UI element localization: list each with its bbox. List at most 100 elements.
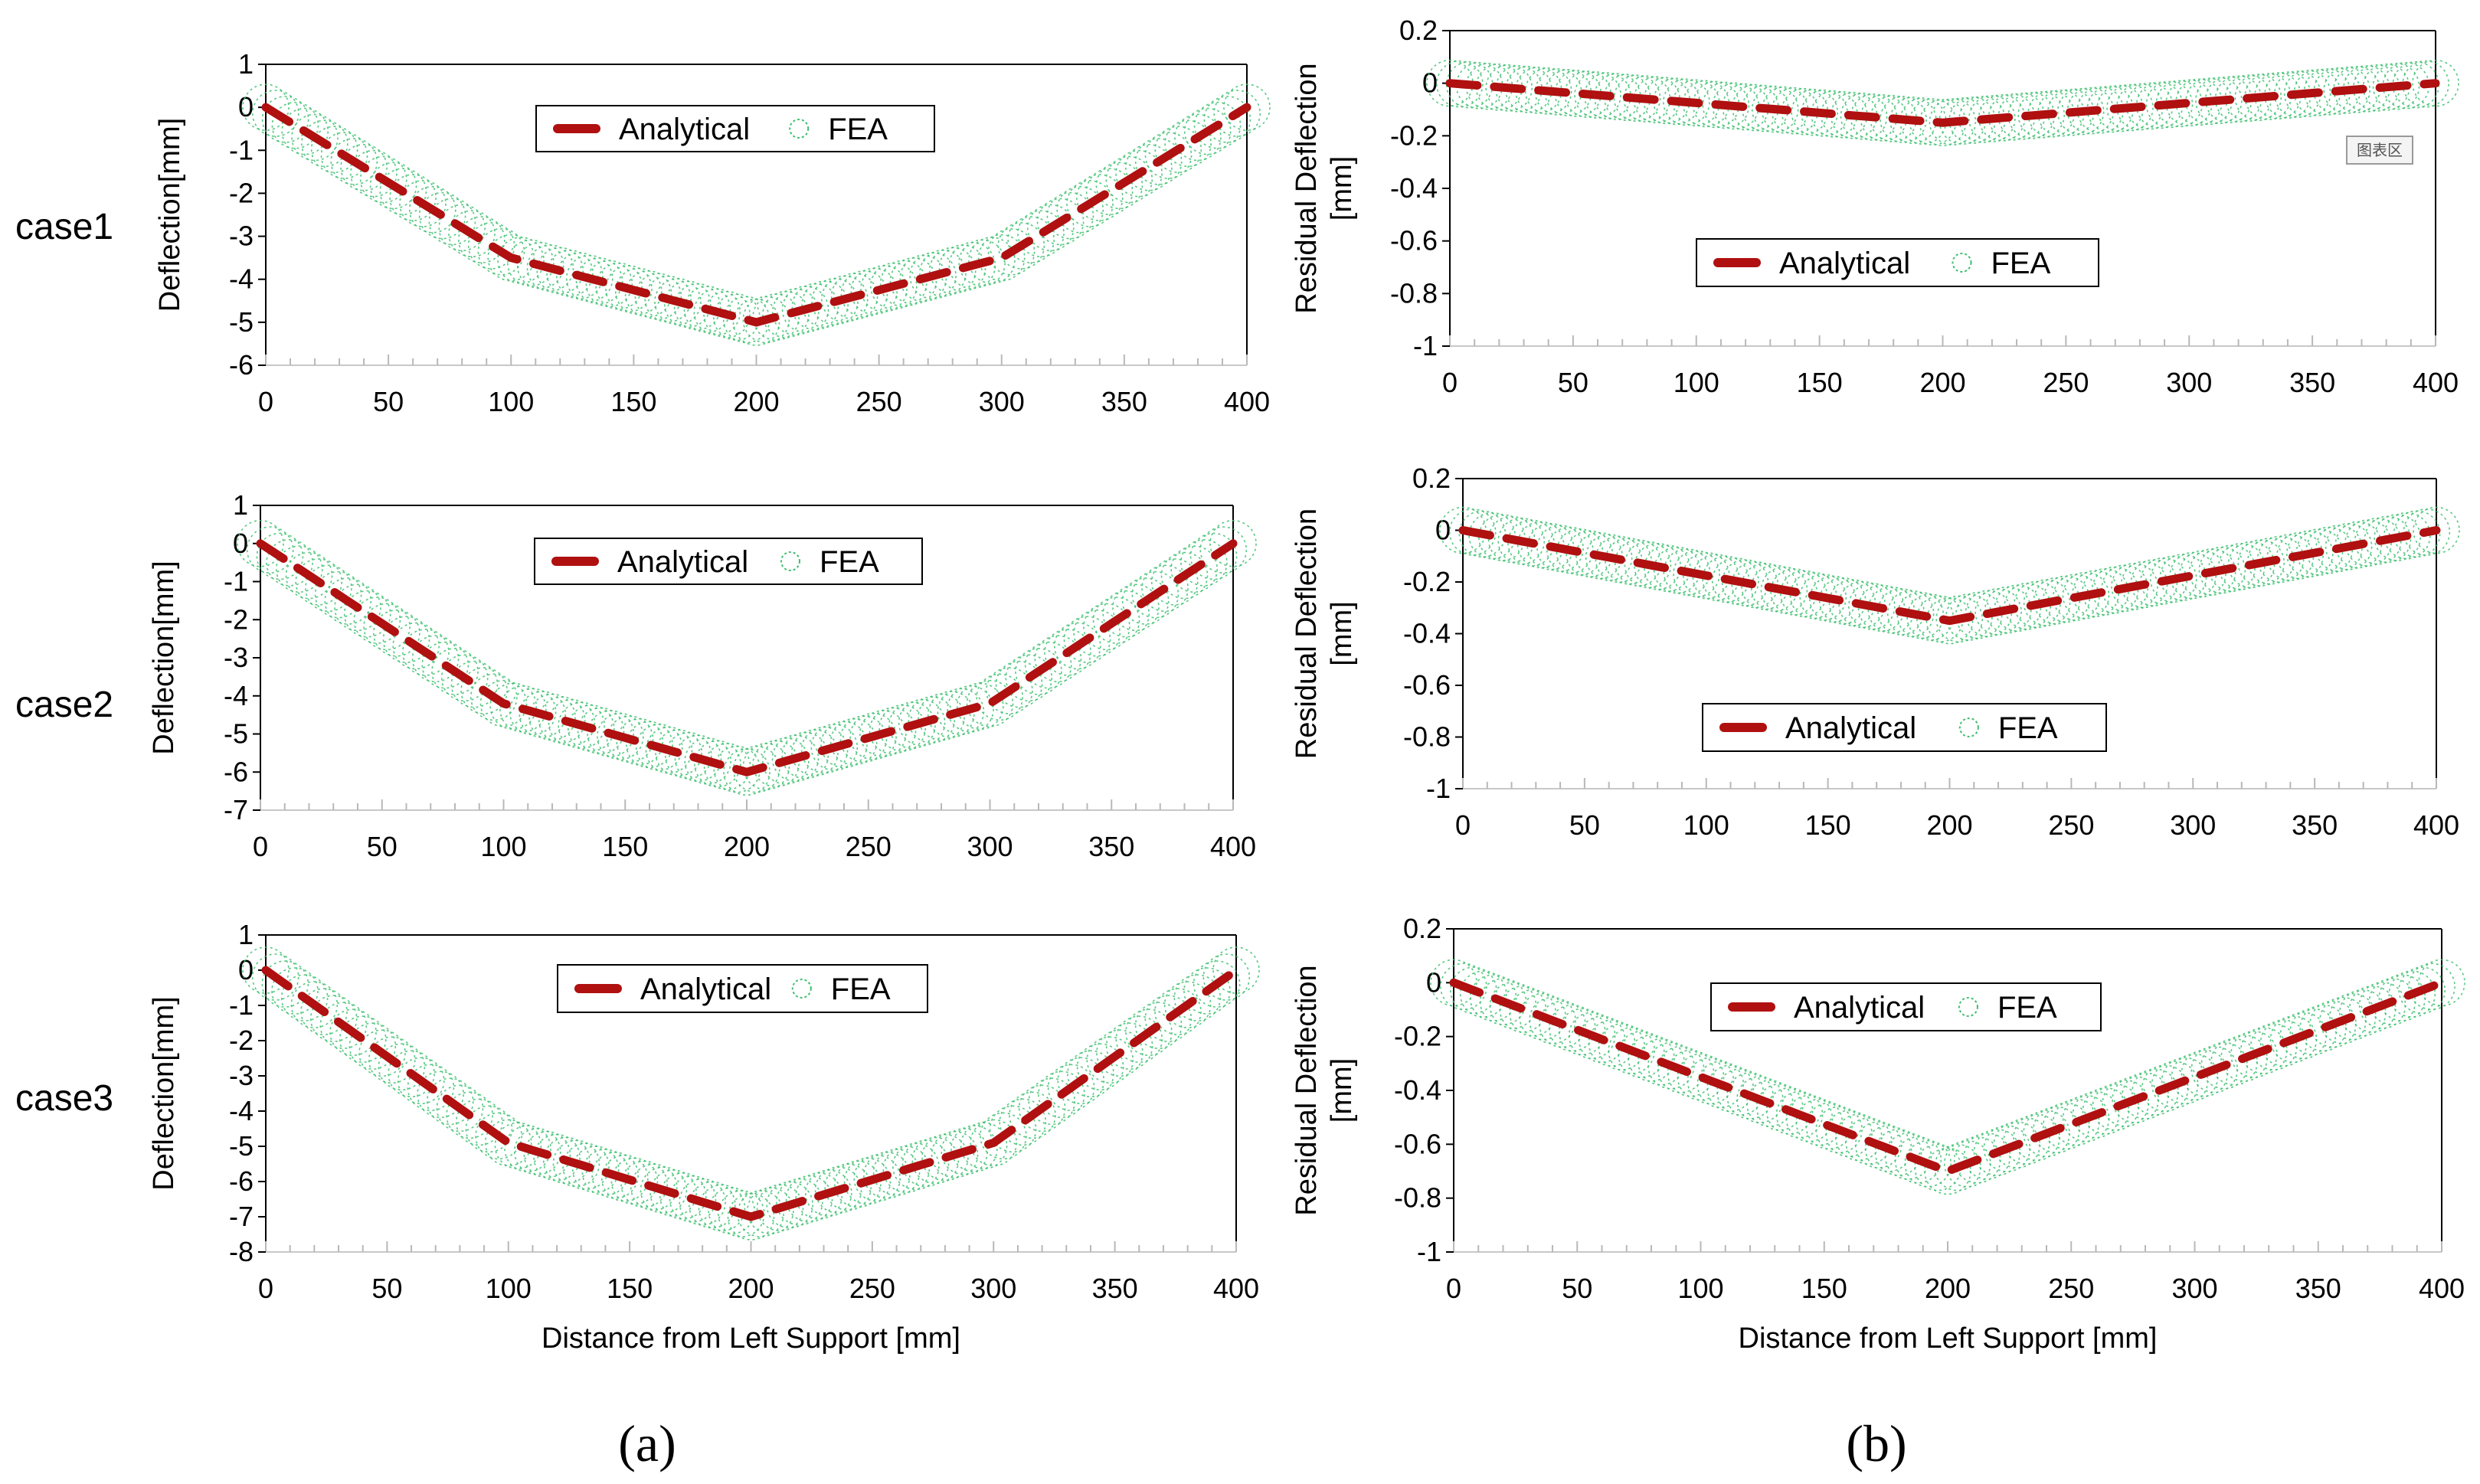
fea-point — [402, 629, 450, 676]
fea-point — [1588, 1019, 1636, 1067]
legend-analytical-label: Analytical — [640, 972, 771, 1006]
fea-point — [645, 726, 693, 774]
fea-point — [986, 667, 1033, 714]
fea-point — [526, 244, 574, 292]
fea-point — [1183, 107, 1232, 155]
fea-point — [1864, 1125, 1912, 1172]
x-tick-label: 150 — [1797, 367, 1843, 398]
legend-analytical-label: Analytical — [1779, 247, 1910, 280]
fea-point — [348, 1022, 397, 1070]
x-tick-label: 150 — [602, 831, 648, 862]
y-tick-label: -6 — [229, 349, 254, 381]
fea-point — [950, 1125, 998, 1172]
fea-point — [329, 1008, 377, 1056]
fea-point — [275, 545, 323, 593]
fea-point — [571, 1146, 620, 1193]
fea-point — [1105, 155, 1153, 204]
fea-point — [1027, 204, 1075, 252]
fea-point — [266, 539, 313, 587]
fea-point — [616, 718, 664, 766]
y-tick-label: 0 — [238, 91, 254, 123]
fea-point — [921, 1133, 969, 1182]
legend-fea-swatch — [1952, 253, 1972, 273]
fea-point — [1613, 74, 1661, 123]
fea-point — [1056, 185, 1104, 234]
fea-point — [1775, 1090, 1824, 1139]
fea-point — [843, 1157, 892, 1205]
x-tick-label: 150 — [610, 386, 656, 417]
y-tick-label: -1 — [229, 989, 254, 1021]
fea-point — [382, 616, 430, 663]
fea-point — [1112, 583, 1160, 632]
y-tick-label: -2 — [229, 177, 254, 208]
fea-point — [1755, 1084, 1804, 1131]
fea-point — [1163, 981, 1212, 1028]
fea-point — [1585, 534, 1633, 581]
y-tick-label: 0 — [1422, 67, 1438, 99]
fea-point — [2303, 68, 2351, 116]
fea-point — [892, 1142, 940, 1191]
x-tick-label: 0 — [253, 831, 268, 862]
fea-point — [577, 707, 625, 755]
fea-point — [1716, 1068, 1764, 1116]
legend-fea-swatch — [791, 979, 812, 999]
fea-point — [411, 635, 460, 682]
fea-point — [999, 1098, 1047, 1146]
fea-point — [1673, 550, 1720, 598]
fea-point — [737, 1190, 784, 1237]
fea-point — [591, 1152, 639, 1199]
legend: Analytical FEA — [534, 538, 923, 585]
fea-point — [1125, 143, 1173, 191]
fea-point — [1144, 132, 1193, 179]
fea-point — [1440, 963, 1487, 1011]
fea-point — [1791, 88, 1838, 136]
x-tick-label: 400 — [2413, 367, 2459, 398]
fea-point — [489, 682, 538, 731]
fea-point — [484, 1119, 532, 1167]
fea-point — [649, 1169, 697, 1217]
fea-point — [1624, 541, 1672, 589]
fea-point — [1083, 603, 1130, 651]
fea-point — [1854, 1121, 1903, 1169]
fea-point — [689, 1181, 736, 1229]
fea-point — [1478, 514, 1526, 561]
y-tick-label: -4 — [229, 263, 254, 295]
fea-point — [970, 1119, 1018, 1167]
fea-point — [941, 1128, 989, 1175]
legend-box — [1710, 982, 2102, 1031]
fea-point — [694, 740, 741, 788]
y-tick-label: -1 — [224, 566, 248, 597]
fea-point — [1751, 85, 1799, 133]
fea-point — [392, 622, 440, 670]
fea-point — [2145, 80, 2194, 129]
fea-point — [600, 1154, 649, 1202]
fea-point — [469, 673, 518, 721]
fea-point — [417, 1071, 464, 1119]
fea-point — [309, 995, 358, 1042]
fea-point — [1509, 989, 1556, 1037]
x-tick-label: 300 — [979, 386, 1025, 417]
legend-analytical-label: Analytical — [617, 545, 748, 579]
series-analytical-line — [261, 103, 1251, 327]
x-tick-label: 150 — [1801, 1273, 1847, 1304]
x-tick-label: 350 — [1101, 386, 1147, 417]
fea-point — [1515, 67, 1562, 114]
fea-point — [2323, 67, 2370, 114]
x-tick-label: 200 — [1919, 367, 1965, 398]
fea-point — [1663, 78, 1710, 126]
y-tick-label: -0.2 — [1403, 566, 1451, 597]
fea-point — [1736, 1076, 1784, 1123]
y-tick-label: 0 — [1426, 966, 1441, 998]
fea-point — [2408, 963, 2455, 1011]
fea-point — [1667, 1049, 1715, 1097]
fea-point — [1034, 635, 1082, 682]
y-axis-title-unit: [mm] — [1326, 156, 1358, 221]
fea-point — [1519, 992, 1566, 1041]
fea-point — [475, 1112, 522, 1160]
fea-point — [251, 953, 299, 1001]
x-tick-label: 150 — [1805, 809, 1851, 841]
fea-point — [334, 583, 381, 632]
row-label-case2: case2 — [15, 685, 113, 725]
